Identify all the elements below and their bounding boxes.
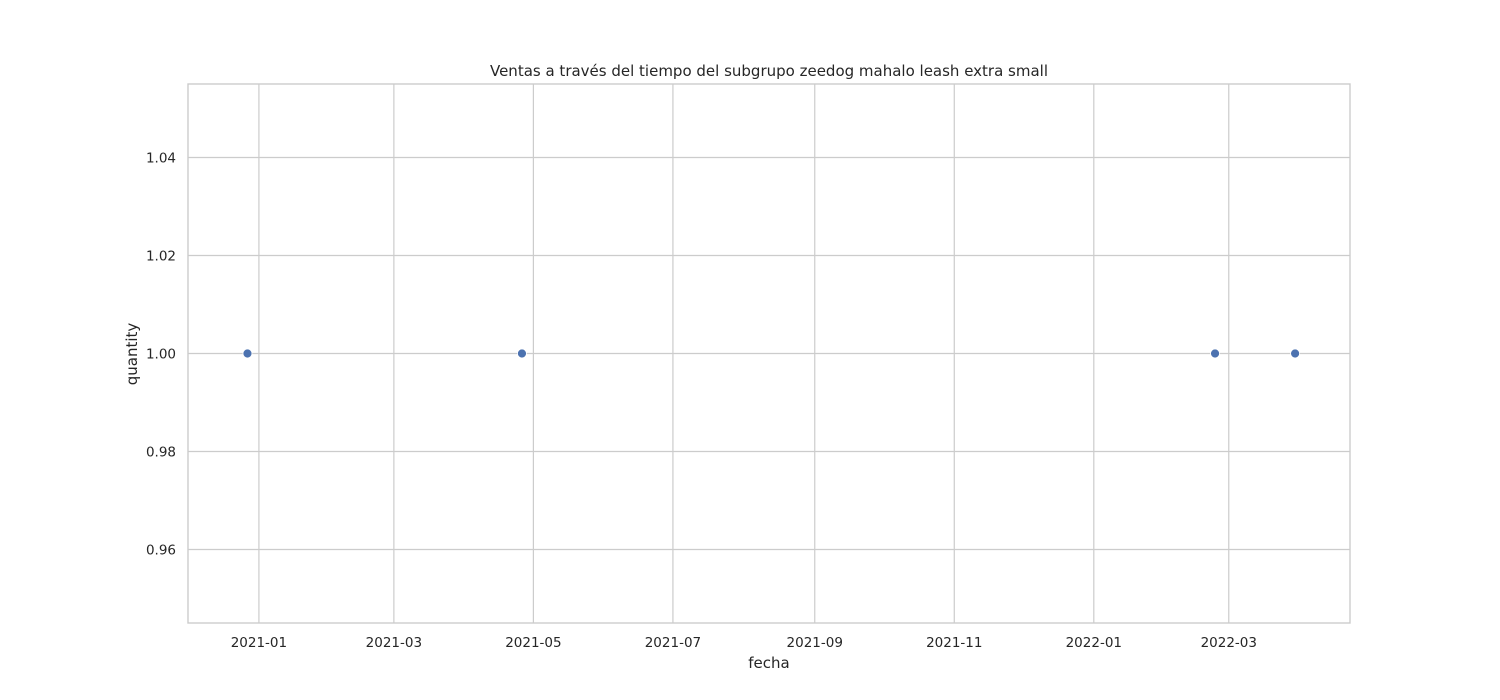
x-tick-label: 2022-01 bbox=[1066, 635, 1122, 651]
x-tick-label: 2021-03 bbox=[366, 635, 422, 651]
y-tick-label: 1.02 bbox=[146, 249, 176, 265]
chart-title: Ventas a través del tiempo del subgrupo … bbox=[490, 62, 1048, 80]
x-tick-label: 2021-09 bbox=[787, 635, 843, 651]
x-axis-label: fecha bbox=[748, 654, 789, 672]
plot-frame bbox=[187, 83, 1351, 624]
data-point bbox=[517, 348, 527, 359]
y-tick-labels: 0.96 0.98 1.00 1.02 1.04 bbox=[146, 151, 176, 559]
data-point bbox=[1290, 348, 1301, 359]
data-points bbox=[242, 348, 1301, 359]
grid bbox=[188, 84, 1350, 623]
data-point bbox=[1210, 348, 1220, 359]
x-tick-labels: 2021-01 2021-03 2021-05 2021-07 2021-09 2021-… bbox=[231, 635, 1257, 651]
y-tick-label: 0.96 bbox=[146, 543, 176, 559]
data-point bbox=[242, 348, 253, 359]
y-axis-label: quantity bbox=[123, 323, 141, 386]
x-tick-label: 2022-03 bbox=[1201, 635, 1257, 651]
x-tick-label: 2021-05 bbox=[505, 635, 561, 651]
y-tick-label: 1.00 bbox=[146, 347, 176, 363]
y-tick-label: 1.04 bbox=[146, 151, 176, 167]
y-tick-label: 0.98 bbox=[146, 445, 176, 461]
x-tick-label: 2021-01 bbox=[231, 635, 287, 651]
x-tick-label: 2021-11 bbox=[926, 635, 982, 651]
x-tick-label: 2021-07 bbox=[645, 635, 701, 651]
